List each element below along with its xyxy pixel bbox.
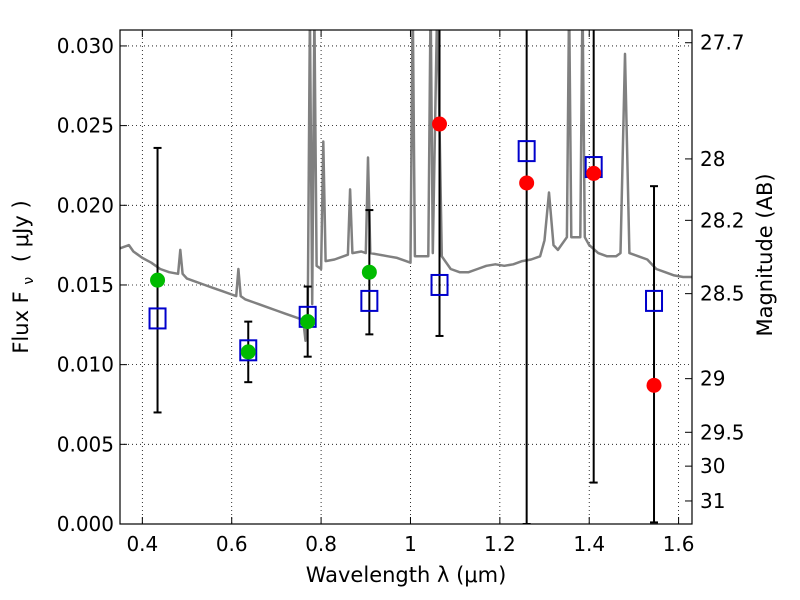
y-axis-label-main: Flux F	[9, 291, 33, 353]
sed-line-path	[120, 30, 692, 342]
model-square-marker	[645, 289, 664, 312]
y2-tick-label: 28	[700, 147, 725, 171]
x-tick-label: 1.6	[663, 532, 695, 556]
y-axis-label-subscript: ν	[21, 277, 37, 285]
y2-tick-label: 29.5	[700, 420, 745, 444]
y-tick-label: 0.000	[57, 512, 114, 536]
plot-area	[120, 30, 692, 524]
y-tick-label: 0.025	[57, 114, 114, 138]
model-square-marker	[360, 289, 379, 312]
error-bar	[435, 30, 444, 337]
y2-tick-label: 29	[700, 367, 725, 391]
x-tick-label: 1.2	[484, 532, 516, 556]
detected-point-marker	[300, 314, 316, 330]
limit-point-marker	[432, 116, 448, 132]
limit-point-marker	[519, 175, 535, 191]
y2-axis-label: Magnitude (AB)	[753, 173, 777, 336]
detected-point-marker	[361, 264, 377, 280]
limit-point-marker	[586, 165, 602, 181]
x-tick-label: 1	[404, 532, 417, 556]
model-square-marker	[148, 307, 167, 330]
error-bar	[522, 30, 531, 524]
y-tick-label: 0.010	[57, 353, 114, 377]
y-tick-label: 0.015	[57, 273, 114, 297]
plot-frame	[119, 29, 693, 525]
model-square-marker	[517, 140, 536, 163]
y2-tick-label: 28.2	[700, 208, 745, 232]
x-axis-label: Wavelength λ (μm)	[306, 563, 507, 587]
y2-tick-label: 30	[700, 454, 725, 478]
y2-tick-label: 28.5	[700, 282, 745, 306]
x-tick-label: 0.8	[305, 532, 337, 556]
axis-ticks: 0.4 0.6 0.8 1 1.2 1.4 1.6 0.000 0.005 0.010 0.015 0…	[57, 30, 745, 556]
y-axis-label-unit: ( μJy )	[9, 200, 33, 262]
limit-point-marker	[646, 377, 662, 393]
y-axis-label: Flux F ν ( μJy )	[9, 200, 38, 353]
error-bars	[153, 30, 659, 524]
y-tick-label: 0.005	[57, 432, 114, 456]
svg-text:Flux F ν ( μJy ): Flux F ν ( μJy )	[9, 200, 38, 353]
model-square-marker	[239, 339, 258, 362]
detected-point-marker	[150, 272, 166, 288]
error-bar	[589, 30, 598, 484]
data-markers	[148, 116, 664, 393]
y2-tick-label: 27.7	[700, 31, 745, 55]
y-tick-label: 0.020	[57, 193, 114, 217]
grid-lines	[120, 30, 692, 525]
model-square-marker	[430, 273, 449, 296]
y2-tick-label: 31	[700, 489, 725, 513]
x-tick-label: 0.6	[216, 532, 248, 556]
error-bar	[650, 185, 659, 524]
x-tick-label: 0.4	[126, 532, 158, 556]
sed-template-line	[120, 30, 692, 342]
detected-point-marker	[240, 344, 256, 360]
y-tick-label: 0.030	[57, 34, 114, 58]
x-tick-label: 1.4	[573, 532, 605, 556]
